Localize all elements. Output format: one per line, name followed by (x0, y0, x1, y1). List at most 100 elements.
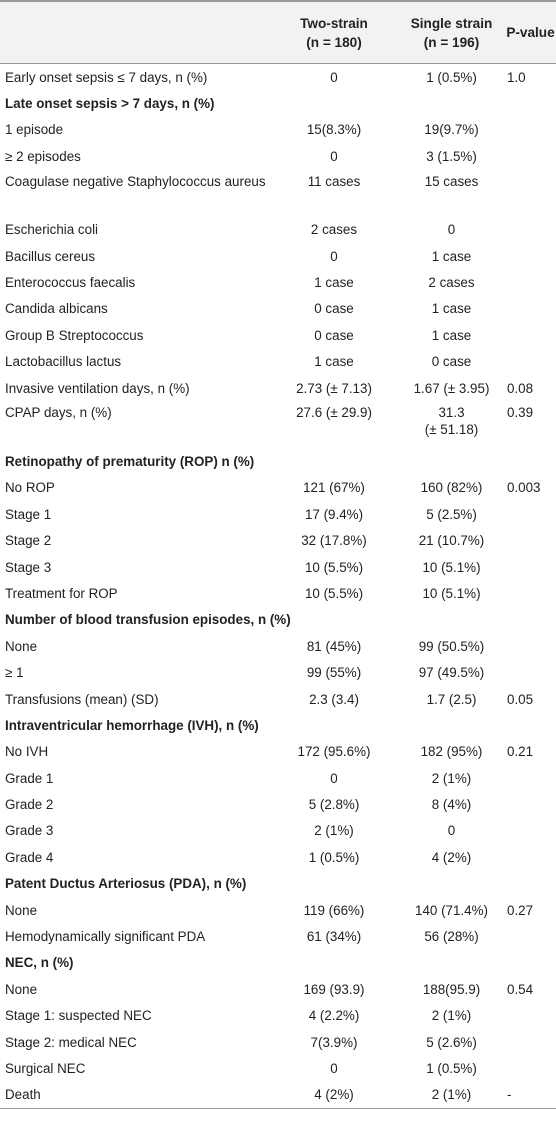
row-label: Grade 3 (5, 823, 54, 839)
row-label: Stage 1 (5, 506, 52, 522)
row-label: Grade 1 (5, 770, 54, 786)
single-strain-value: 15 cases (424, 173, 479, 189)
row-label: No IVH (5, 744, 49, 760)
single-strain-value: 1 (0.5%) (426, 1060, 477, 1076)
single-strain-value: 0 case (431, 354, 472, 370)
table-row: Surgical NEC 0 1 (0.5%) (0, 1055, 556, 1081)
p-value (505, 269, 556, 295)
row-label: No ROP (5, 480, 55, 496)
p-value (505, 217, 556, 243)
two-strain-value: 1 case (314, 275, 354, 291)
two-strain-value: 1 (0.5%) (308, 849, 360, 865)
table-row: Stage 2: medical NEC 7(3.9%) 5 (2.6%) (0, 1029, 556, 1055)
single-strain-value: 4 (2%) (431, 849, 472, 865)
single-strain-value: 1.67 (± 3.95) (413, 380, 490, 396)
single-strain-value: 140 (71.4%) (415, 902, 488, 918)
table-row: Candida albicans 0 case 1 case (0, 296, 556, 322)
table-row: Escherichia coli 2 cases 0 (0, 217, 556, 243)
table-row: Early onset sepsis ≤ 7 days, n (%) 0 1 (0.… (0, 64, 556, 91)
section-header-row: Intraventricular hemorrhage (IVH), n (%) (0, 712, 556, 738)
p-value (505, 818, 556, 844)
two-strain-value: 172 (95.6%) (297, 744, 371, 760)
two-strain-value: 169 (93.9) (303, 981, 365, 997)
section-header-label: Late onset sepsis > 7 days, n (%) (5, 96, 215, 112)
row-label: Stage 2 (5, 533, 52, 549)
row-label: Transfusions (mean) (SD) (5, 691, 159, 707)
two-strain-value: 0 (330, 770, 338, 786)
section-header-label: NEC, n (%) (5, 955, 74, 971)
single-strain-value: 31.3 (± 51.18) (424, 405, 479, 438)
row-label: Group B Streptococcus (5, 327, 144, 343)
two-strain-value: 2 cases (310, 222, 358, 238)
single-strain-value: 97 (49.5%) (418, 665, 485, 681)
row-label: Lactobacillus lactus (5, 354, 122, 370)
p-value: 0.54 (507, 981, 534, 997)
section-header-row: NEC, n (%) (0, 950, 556, 976)
p-value (505, 554, 556, 580)
two-strain-value: 0 (330, 248, 338, 264)
single-strain-value: 182 (95%) (420, 744, 483, 760)
p-value (505, 1055, 556, 1081)
header-single-strain: Single strain (n = 196) (398, 0, 505, 64)
table-row: Coagulase negative Staphylococcus aureus… (0, 170, 556, 217)
row-label: ≥ 1 (5, 665, 24, 681)
single-strain-value: 10 (5.1%) (422, 585, 481, 601)
table-row: Grade 4 1 (0.5%) 4 (2%) (0, 844, 556, 870)
table-row: Grade 1 0 2 (1%) (0, 765, 556, 791)
table-row: None 81 (45%) 99 (50.5%) (0, 633, 556, 659)
p-value (505, 322, 556, 348)
single-strain-value: 2 (1%) (431, 1008, 472, 1024)
single-strain-value: 1 (0.5%) (426, 69, 477, 85)
row-label: Early onset sepsis ≤ 7 days, n (%) (5, 69, 208, 85)
row-label: Treatment for ROP (5, 585, 118, 601)
two-strain-value: 81 (45%) (306, 638, 362, 654)
two-strain-value: 2.73 (± 7.13) (296, 380, 372, 396)
header-single-strain-n: (n = 196) (423, 34, 480, 50)
p-value: 0.27 (507, 902, 534, 918)
two-strain-value: 7(3.9%) (310, 1034, 358, 1050)
table-header: Two-strain (n = 180) Single strain (n = … (0, 0, 556, 64)
p-value (505, 501, 556, 527)
two-strain-value: 1 case (314, 354, 354, 370)
two-strain-value: 4 (2%) (270, 1081, 398, 1110)
single-strain-value: 1 case (431, 327, 472, 343)
two-strain-value: 10 (5.5%) (304, 559, 364, 575)
single-strain-value: 2 (1%) (431, 770, 472, 786)
two-strain-value: 0 case (314, 301, 354, 317)
section-header-row: Late onset sepsis > 7 days, n (%) (0, 90, 556, 116)
header-single-strain-title: Single strain (410, 15, 493, 31)
header-two-strain-title: Two-strain (300, 15, 368, 31)
p-value (505, 349, 556, 375)
p-value (505, 765, 556, 791)
section-header-row: Number of blood transfusion episodes, n … (0, 607, 556, 633)
single-strain-value: 0 (447, 823, 456, 839)
table-body: Early onset sepsis ≤ 7 days, n (%) 0 1 (0.… (0, 64, 556, 1110)
header-label-cell (0, 0, 270, 64)
table-row: None 169 (93.9) 188(95.9) 0.54 (0, 976, 556, 1002)
two-strain-value: 10 (5.5%) (304, 585, 364, 601)
single-strain-value: 2 cases (428, 275, 475, 291)
p-value (505, 580, 556, 606)
single-strain-value: 99 (50.5%) (418, 638, 485, 654)
table-row: Grade 2 5 (2.8%) 8 (4%) (0, 791, 556, 817)
two-strain-value: 0 (330, 69, 338, 85)
table-row: Stage 1 17 (9.4%) 5 (2.5%) (0, 501, 556, 527)
row-label: Coagulase negative Staphylococcus aureus (5, 173, 266, 189)
single-strain-value: 10 (5.1%) (422, 559, 481, 575)
p-value (505, 170, 556, 217)
p-value (505, 296, 556, 322)
p-value: - (505, 1081, 556, 1110)
table-row: Transfusions (mean) (SD) 2.3 (3.4) 1.7 (2.… (0, 686, 556, 712)
two-strain-value: 119 (66%) (303, 902, 365, 918)
header-two-strain: Two-strain (n = 180) (270, 0, 398, 64)
p-value: 0.39 (507, 405, 534, 421)
two-strain-value: 0 case (314, 327, 354, 343)
single-strain-value: 160 (82%) (420, 480, 483, 496)
p-value (505, 923, 556, 949)
row-label: Grade 4 (5, 849, 54, 865)
single-strain-value: 56 (28%) (424, 929, 479, 945)
table-row: CPAP days, n (%) 27.6 (± 29.9) 31.3 (± 51.… (0, 401, 556, 448)
section-header-row: Patent Ductus Arteriosus (PDA), n (%) (0, 871, 556, 897)
